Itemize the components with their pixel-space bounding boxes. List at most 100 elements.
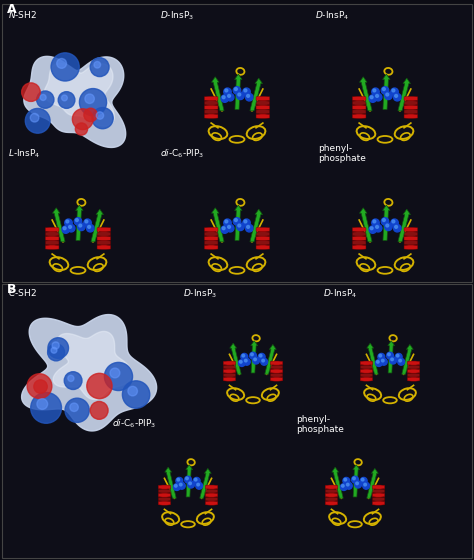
Circle shape	[393, 94, 401, 101]
Polygon shape	[383, 74, 390, 109]
Circle shape	[225, 89, 228, 92]
Circle shape	[65, 219, 72, 226]
Circle shape	[391, 358, 393, 361]
Polygon shape	[404, 110, 418, 114]
Text: $\it{D}$-InsP$_3$: $\it{D}$-InsP$_3$	[183, 287, 217, 300]
Circle shape	[62, 226, 70, 234]
Circle shape	[382, 360, 384, 362]
Circle shape	[376, 361, 379, 363]
Polygon shape	[352, 236, 366, 241]
Circle shape	[84, 219, 91, 226]
Polygon shape	[44, 63, 114, 126]
Circle shape	[346, 483, 349, 486]
Circle shape	[243, 88, 250, 96]
Polygon shape	[205, 497, 218, 501]
Polygon shape	[402, 344, 413, 374]
Circle shape	[343, 478, 350, 484]
Polygon shape	[256, 101, 270, 105]
FancyBboxPatch shape	[2, 4, 472, 282]
Polygon shape	[359, 77, 372, 111]
Polygon shape	[158, 485, 171, 489]
Circle shape	[363, 482, 370, 489]
Polygon shape	[373, 501, 385, 505]
Polygon shape	[367, 468, 378, 498]
Text: $\it{C}$-SH2: $\it{C}$-SH2	[8, 287, 37, 298]
Polygon shape	[97, 232, 110, 236]
Circle shape	[246, 225, 253, 232]
Polygon shape	[359, 208, 372, 242]
Text: phenyl-
phosphate: phenyl- phosphate	[296, 415, 344, 435]
Circle shape	[385, 223, 392, 231]
FancyBboxPatch shape	[2, 284, 472, 558]
Polygon shape	[53, 208, 65, 242]
Polygon shape	[24, 57, 126, 147]
Polygon shape	[373, 485, 385, 489]
Polygon shape	[352, 101, 366, 105]
Circle shape	[243, 219, 250, 226]
Polygon shape	[204, 96, 218, 101]
Polygon shape	[404, 236, 418, 241]
Polygon shape	[352, 241, 366, 245]
Circle shape	[92, 108, 113, 129]
Polygon shape	[373, 493, 385, 497]
Circle shape	[378, 353, 385, 360]
Circle shape	[340, 484, 347, 491]
Circle shape	[372, 88, 379, 96]
Polygon shape	[404, 227, 418, 232]
Circle shape	[122, 381, 150, 408]
Circle shape	[180, 483, 182, 486]
Circle shape	[373, 220, 376, 223]
Polygon shape	[223, 369, 236, 373]
Circle shape	[356, 482, 358, 484]
Circle shape	[250, 352, 256, 359]
Polygon shape	[360, 377, 373, 381]
Circle shape	[67, 225, 75, 232]
Circle shape	[352, 476, 358, 483]
Polygon shape	[256, 236, 270, 241]
Polygon shape	[332, 467, 343, 498]
Circle shape	[392, 89, 395, 92]
Circle shape	[391, 219, 398, 226]
Circle shape	[254, 358, 256, 361]
Circle shape	[399, 360, 401, 362]
Circle shape	[34, 380, 47, 393]
Circle shape	[193, 478, 200, 484]
Circle shape	[64, 372, 82, 390]
Circle shape	[391, 88, 398, 96]
Circle shape	[364, 483, 366, 486]
Circle shape	[224, 88, 231, 96]
Polygon shape	[165, 467, 176, 498]
Polygon shape	[352, 96, 366, 101]
Circle shape	[40, 95, 46, 100]
Polygon shape	[407, 361, 420, 365]
Polygon shape	[373, 497, 385, 501]
Circle shape	[243, 358, 250, 365]
Circle shape	[242, 354, 245, 357]
Circle shape	[228, 95, 230, 97]
Circle shape	[370, 96, 373, 99]
Circle shape	[79, 224, 82, 227]
Circle shape	[246, 94, 253, 101]
Circle shape	[222, 227, 225, 230]
Polygon shape	[352, 232, 366, 236]
Polygon shape	[76, 205, 83, 240]
Circle shape	[90, 58, 109, 77]
Circle shape	[386, 224, 389, 227]
Circle shape	[78, 223, 85, 231]
Circle shape	[80, 88, 107, 116]
Polygon shape	[230, 343, 241, 374]
Circle shape	[388, 353, 390, 356]
Text: $\it{D}$-InsP$_4$: $\it{D}$-InsP$_4$	[323, 287, 357, 300]
Circle shape	[376, 226, 379, 228]
Polygon shape	[97, 227, 110, 232]
Polygon shape	[250, 209, 263, 242]
Polygon shape	[158, 489, 171, 493]
Circle shape	[22, 83, 40, 101]
Circle shape	[239, 361, 242, 363]
Circle shape	[68, 375, 74, 381]
Circle shape	[196, 482, 202, 489]
Circle shape	[383, 218, 385, 222]
Circle shape	[253, 357, 259, 364]
Circle shape	[90, 402, 108, 419]
Text: B: B	[7, 283, 17, 296]
